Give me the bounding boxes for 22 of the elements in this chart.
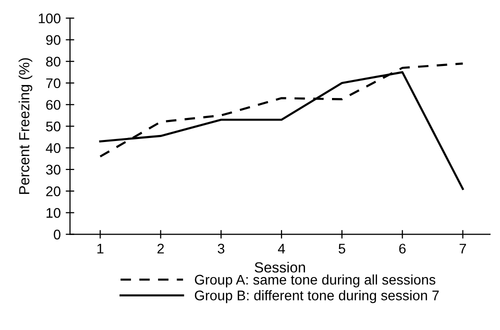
y-tick-label: 10 xyxy=(46,208,60,218)
y-tick-label: 40 xyxy=(46,143,60,154)
x-tick-label: 7 xyxy=(460,244,466,254)
y-tick-label: 90 xyxy=(46,35,60,45)
y-axis-title: Percent Freezing (%) xyxy=(18,58,32,194)
y-tick-label: 80 xyxy=(46,56,60,67)
x-tick-label: 1 xyxy=(97,244,104,254)
x-tick-label: 3 xyxy=(218,244,224,254)
legend-label: Group B: different tone during session 7 xyxy=(194,290,439,304)
y-tick-label: 60 xyxy=(46,100,60,110)
y-tick-label: 20 xyxy=(46,186,60,196)
y-tick-label: 100 xyxy=(38,13,60,24)
x-tick-label: 4 xyxy=(278,244,285,254)
x-axis-title: Session xyxy=(254,262,305,273)
y-tick-label: 30 xyxy=(46,164,60,175)
x-tick-label: 2 xyxy=(157,244,164,254)
y-tick-label: 70 xyxy=(46,78,60,88)
x-tick-label: 5 xyxy=(338,244,346,254)
y-tick-label: 50 xyxy=(46,122,60,132)
x-tick-label: 6 xyxy=(399,244,406,254)
legend-label: Group A: same tone during all sessions xyxy=(194,274,436,288)
y-tick-label: 0 xyxy=(54,230,60,240)
